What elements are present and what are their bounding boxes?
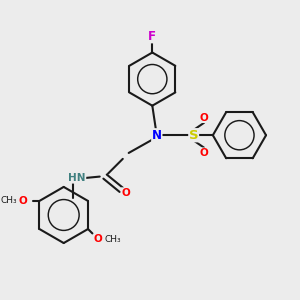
- Text: O: O: [94, 234, 103, 244]
- Text: F: F: [148, 30, 156, 43]
- Text: CH₃: CH₃: [105, 235, 122, 244]
- Text: CH₃: CH₃: [0, 196, 17, 206]
- Text: O: O: [200, 112, 208, 122]
- Text: S: S: [189, 129, 199, 142]
- Text: O: O: [122, 188, 130, 198]
- Text: O: O: [19, 196, 28, 206]
- Text: O: O: [200, 148, 208, 158]
- Text: N: N: [152, 129, 162, 142]
- Text: HN: HN: [68, 173, 86, 183]
